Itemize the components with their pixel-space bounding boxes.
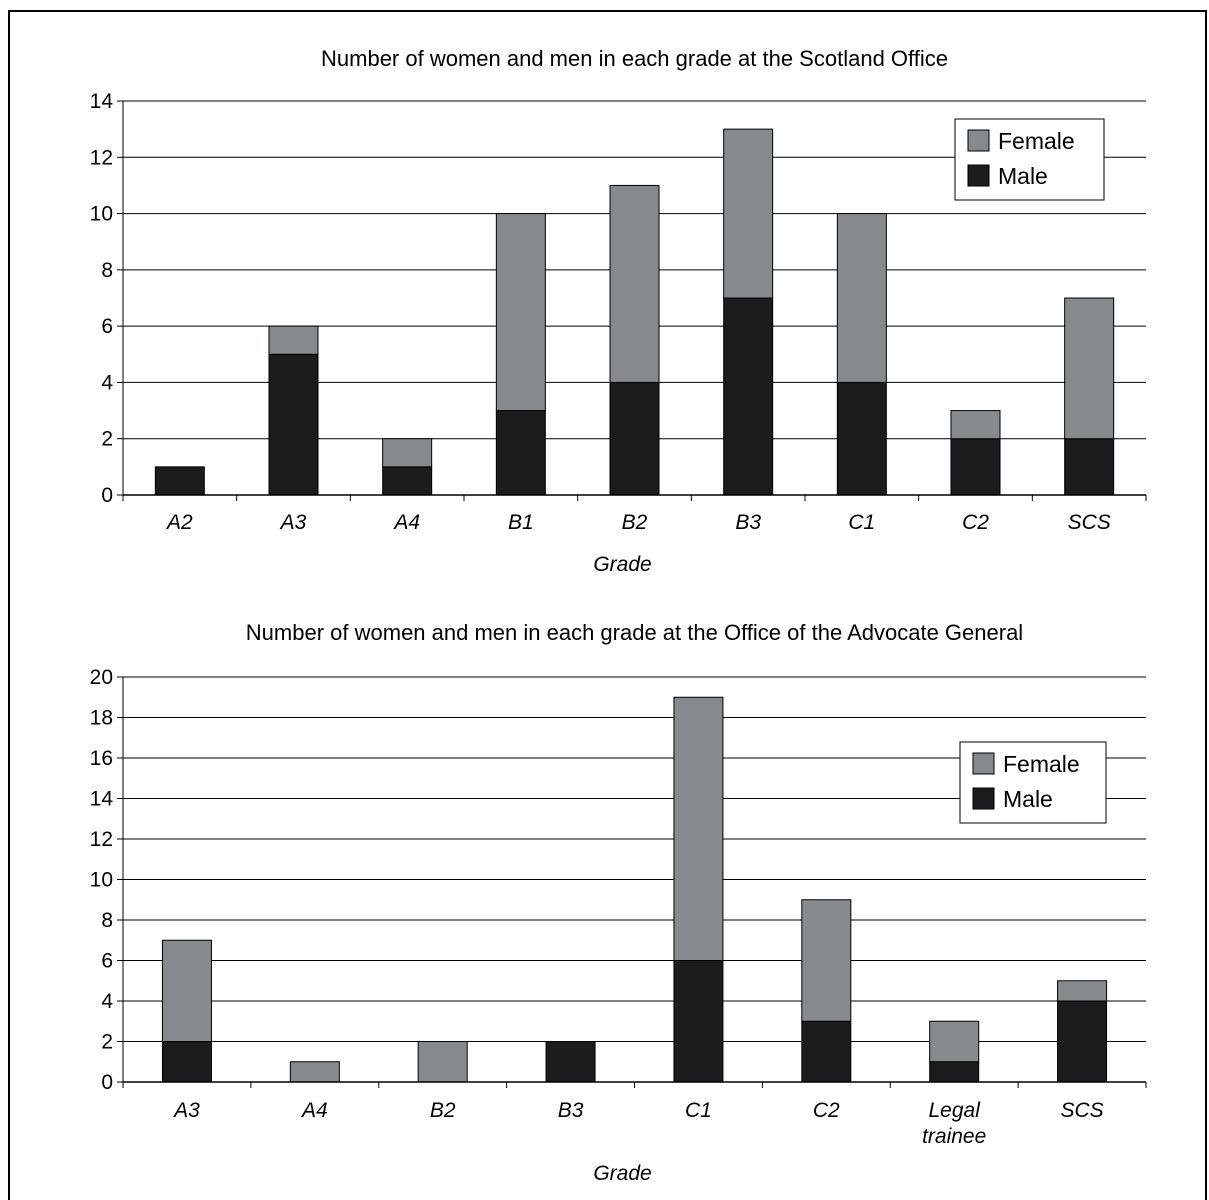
bar-female-c2 <box>801 899 852 1022</box>
bar-male-c1 <box>673 960 724 1083</box>
legend: Female Male <box>954 118 1105 201</box>
legend: Female Male <box>959 741 1107 824</box>
bar-female-scs <box>1057 980 1108 1002</box>
bar-male-c1 <box>836 381 887 496</box>
x-category-label: C2 <box>962 511 989 534</box>
x-category-label: SCS <box>1060 1099 1103 1122</box>
x-axis-label: Grade <box>593 1162 651 1185</box>
bar-female-c1 <box>836 213 887 383</box>
y-tick-label: 12 <box>90 146 113 169</box>
bar-male-b3 <box>723 297 774 496</box>
x-axis-label: Grade <box>593 553 651 576</box>
bar-male-b1 <box>495 410 546 496</box>
chart-2: Number of women and men in each grade at… <box>90 620 1147 1185</box>
x-category-label: C2 <box>813 1099 840 1122</box>
y-tick-label: 0 <box>101 1071 113 1094</box>
x-category-label: A4 <box>300 1099 328 1122</box>
chart-1: Number of women and men in each grade at… <box>90 46 1147 576</box>
x-category-label: Legal trainee <box>922 1099 986 1148</box>
legend-label-male: Male <box>1003 786 1053 812</box>
y-tick-label: 8 <box>101 259 113 282</box>
x-category-label: B2 <box>622 511 648 534</box>
bar-male-a4 <box>382 466 433 496</box>
legend-swatch-female <box>967 129 990 152</box>
bar-female-a3 <box>268 325 319 355</box>
x-category-label: B2 <box>430 1099 456 1122</box>
x-category-label: A3 <box>279 511 307 534</box>
bar-male-legal-trainee <box>929 1061 980 1083</box>
bar-female-b3 <box>723 128 774 299</box>
x-category-label: C1 <box>685 1099 712 1122</box>
bar-male-b3 <box>545 1041 596 1083</box>
bar-female-scs <box>1064 297 1115 440</box>
chart-title: Number of women and men in each grade at… <box>321 46 948 71</box>
bar-female-a4 <box>382 438 433 468</box>
y-tick-label: 4 <box>101 990 113 1013</box>
x-category-label: B1 <box>508 511 534 534</box>
y-tick-label: 20 <box>90 666 113 689</box>
y-tick-label: 14 <box>90 90 114 113</box>
bar-male-a2 <box>154 466 205 496</box>
bar-female-a3 <box>161 939 212 1042</box>
legend-label-male: Male <box>998 163 1048 189</box>
bar-male-scs <box>1064 438 1115 496</box>
bar-female-c1 <box>673 696 724 961</box>
bar-female-a4 <box>289 1061 340 1083</box>
legend-label-female: Female <box>998 128 1075 154</box>
bar-male-b2 <box>609 381 660 496</box>
y-tick-label: 4 <box>101 371 113 394</box>
legend-swatch-male <box>967 164 990 187</box>
y-tick-label: 14 <box>90 788 114 811</box>
x-category-label: C1 <box>848 511 875 534</box>
legend-swatch-female <box>972 752 995 775</box>
bar-female-legal-trainee <box>929 1020 980 1063</box>
y-tick-label: 12 <box>90 828 113 851</box>
y-tick-label: 0 <box>101 484 113 507</box>
y-tick-label: 2 <box>101 1031 113 1054</box>
chart-title: Number of women and men in each grade at… <box>246 620 1023 645</box>
y-tick-label: 10 <box>90 869 113 892</box>
legend-swatch-male <box>972 787 995 810</box>
bar-male-a3 <box>268 353 319 496</box>
y-tick-label: 10 <box>90 203 113 226</box>
bar-female-b2 <box>609 184 660 383</box>
x-category-label: SCS <box>1068 511 1111 534</box>
figure-frame <box>8 10 1207 1200</box>
bar-male-c2 <box>801 1020 852 1083</box>
x-category-label: A2 <box>165 511 193 534</box>
bar-female-c2 <box>950 410 1001 440</box>
y-tick-label: 2 <box>101 428 113 451</box>
bar-female-b2 <box>417 1041 468 1083</box>
legend-label-female: Female <box>1003 751 1080 777</box>
x-category-label: A4 <box>392 511 420 534</box>
bar-male-scs <box>1057 1000 1108 1083</box>
bar-male-c2 <box>950 438 1001 496</box>
x-category-label: B3 <box>558 1099 584 1122</box>
x-category-label: A3 <box>172 1099 200 1122</box>
y-tick-label: 6 <box>101 315 113 338</box>
bar-female-b1 <box>495 213 546 412</box>
y-tick-label: 18 <box>90 707 113 730</box>
y-tick-label: 16 <box>90 747 113 770</box>
y-tick-label: 6 <box>101 950 113 973</box>
x-category-label: B3 <box>735 511 761 534</box>
bar-male-a3 <box>161 1041 212 1083</box>
y-tick-label: 8 <box>101 909 113 932</box>
